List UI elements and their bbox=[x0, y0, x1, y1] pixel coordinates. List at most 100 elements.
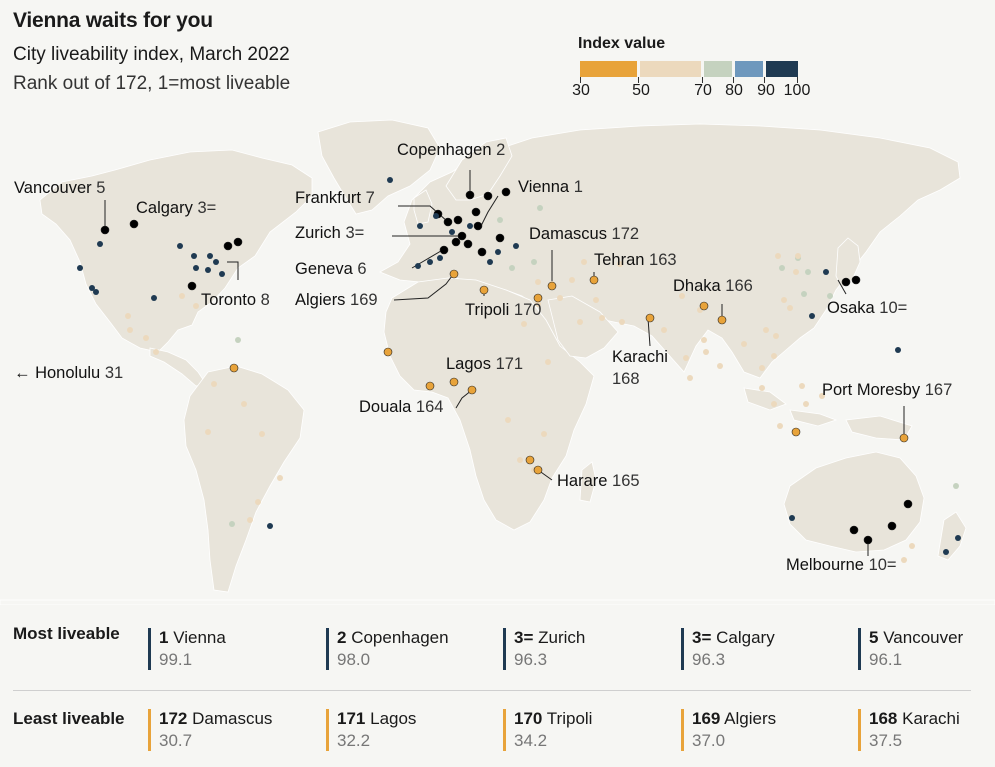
city-dot bbox=[955, 535, 961, 541]
entry-value: 96.3 bbox=[692, 650, 726, 669]
legend-bin-50-70 bbox=[640, 61, 701, 77]
entry-city: Vienna bbox=[173, 628, 226, 647]
land-masses bbox=[0, 119, 995, 605]
chart-subtitle: City liveability index, March 2022 bbox=[13, 44, 290, 65]
world-map bbox=[0, 119, 995, 605]
city-dot bbox=[451, 237, 461, 247]
city-dot bbox=[453, 215, 463, 225]
city-dot bbox=[495, 249, 501, 255]
city-dot bbox=[895, 347, 901, 353]
city-dot bbox=[903, 499, 913, 509]
city-dot bbox=[799, 383, 805, 389]
city-dot bbox=[953, 483, 959, 489]
entry-rank: 169 bbox=[692, 709, 721, 728]
entry-value: 37.0 bbox=[692, 731, 726, 750]
city-dot bbox=[801, 291, 807, 297]
city-dot bbox=[717, 315, 727, 325]
city-dot bbox=[541, 431, 547, 437]
label-vancouver: Vancouver 5 bbox=[14, 179, 106, 197]
entry-rank: 2 bbox=[337, 628, 347, 647]
uk-landmass bbox=[413, 189, 433, 225]
city-dot bbox=[535, 301, 541, 307]
label-damascus: Damascus 172 bbox=[529, 225, 640, 243]
new-zealand-landmass bbox=[937, 511, 967, 561]
entry-rank: 172 bbox=[159, 709, 188, 728]
city-dot bbox=[795, 253, 801, 259]
city-dot bbox=[787, 305, 793, 311]
legend-tick-label: 90 bbox=[757, 82, 775, 99]
legend-color-scale bbox=[580, 61, 798, 83]
entry-rank: 171 bbox=[337, 709, 366, 728]
city-dot bbox=[247, 517, 253, 523]
city-dot bbox=[535, 279, 541, 285]
label-harare: Harare 165 bbox=[557, 472, 640, 490]
city-dot bbox=[763, 327, 769, 333]
city-dot bbox=[477, 247, 487, 257]
city-dot bbox=[125, 313, 131, 319]
label-calgary: Calgary 3= bbox=[136, 199, 217, 217]
city-dot bbox=[427, 259, 433, 265]
city-dot bbox=[187, 281, 197, 291]
city-dot bbox=[151, 295, 157, 301]
city-dot bbox=[425, 381, 435, 391]
label-honolulu: ← Honolulu 31 bbox=[14, 364, 124, 382]
city-dot bbox=[851, 275, 861, 285]
legend-bin-90-100 bbox=[766, 61, 798, 77]
city-dot bbox=[207, 253, 213, 259]
city-dot bbox=[809, 313, 815, 319]
legend-title: Index value bbox=[578, 35, 666, 52]
city-dot bbox=[495, 233, 505, 243]
city-dot bbox=[545, 359, 551, 365]
entry-value: 98.0 bbox=[337, 650, 371, 669]
entry-city: Copenhagen bbox=[351, 628, 449, 647]
city-dot bbox=[417, 223, 423, 229]
least-liveable-heading: Least liveable bbox=[13, 709, 125, 728]
city-dot bbox=[759, 385, 765, 391]
city-dot bbox=[531, 259, 537, 265]
city-dot bbox=[901, 557, 907, 563]
city-dot bbox=[791, 427, 801, 437]
city-dot bbox=[433, 213, 439, 219]
legend-tick-label: 30 bbox=[572, 82, 590, 99]
city-dot bbox=[863, 535, 873, 545]
label-copenhagen: Copenhagen 2 bbox=[397, 141, 506, 159]
least-liveable-entry: 168 Karachi 37.5 bbox=[858, 709, 995, 751]
city-dot bbox=[473, 221, 483, 231]
city-dot bbox=[775, 253, 781, 259]
label-algiers: Algiers 169 bbox=[295, 291, 378, 309]
entry-rank: 170 bbox=[514, 709, 543, 728]
most-liveable-entry: 5 Vancouver 96.1 bbox=[858, 628, 995, 670]
entry-value: 99.1 bbox=[159, 650, 193, 669]
city-dot bbox=[77, 265, 83, 271]
city-dot bbox=[547, 281, 557, 291]
city-dot bbox=[255, 499, 261, 505]
most-liveable-heading: Most liveable bbox=[13, 624, 120, 643]
city-dot bbox=[467, 223, 473, 229]
city-dot bbox=[457, 231, 467, 241]
city-dot bbox=[703, 349, 709, 355]
japan-landmass bbox=[835, 237, 861, 289]
city-dot bbox=[267, 523, 273, 529]
legend-tick-label: 50 bbox=[632, 82, 650, 99]
legend-bin-70-80 bbox=[704, 61, 732, 77]
city-dot bbox=[779, 265, 785, 271]
most-liveable-entry: 1 Vienna 99.1 bbox=[148, 628, 309, 670]
label-port-moresby: Port Moresby 167 bbox=[822, 381, 953, 399]
city-dot bbox=[841, 277, 851, 287]
arabia-landmass bbox=[547, 295, 619, 359]
city-dot bbox=[699, 301, 709, 311]
city-dot bbox=[581, 259, 587, 265]
label-osaka: Osaka 10= bbox=[827, 299, 908, 317]
label-melbourne: Melbourne 10= bbox=[786, 556, 897, 574]
least-liveable-entry: 171 Lagos 32.2 bbox=[326, 709, 487, 751]
label-vienna: Vienna 1 bbox=[518, 178, 583, 196]
footer-divider bbox=[13, 690, 971, 691]
entry-value: 37.5 bbox=[869, 731, 903, 750]
city-dot bbox=[479, 285, 489, 295]
city-dot bbox=[537, 205, 543, 211]
city-dot bbox=[617, 261, 623, 267]
city-dot bbox=[599, 315, 605, 321]
city-dot bbox=[533, 293, 543, 303]
entry-city: Calgary bbox=[716, 628, 775, 647]
city-dot bbox=[661, 327, 667, 333]
